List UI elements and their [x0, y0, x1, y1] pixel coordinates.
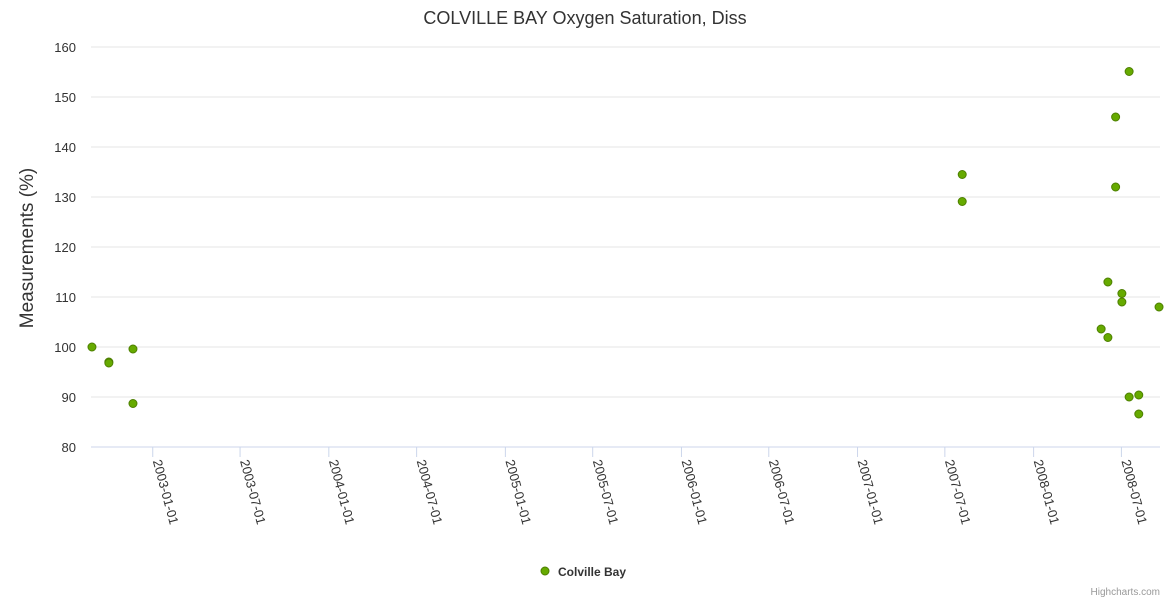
x-tick-label: 2007-07-01	[942, 458, 974, 526]
data-point[interactable]	[1103, 333, 1113, 342]
x-tick-label: 2006-07-01	[766, 458, 798, 526]
x-tick-label: 2003-07-01	[237, 458, 269, 526]
x-tick-label: 2008-01-01	[1031, 458, 1063, 526]
data-point[interactable]	[957, 197, 967, 206]
x-tick-label: 2007-01-01	[855, 458, 887, 526]
x-tick-label: 2003-01-01	[150, 458, 182, 526]
y-tick-label: 150	[54, 90, 76, 105]
data-point[interactable]	[87, 342, 97, 352]
y-axis-ticks: 80 90 100 110 120 130 140 150 160	[54, 40, 76, 455]
y-tick-label: 110	[55, 290, 76, 305]
data-point[interactable]	[1103, 277, 1113, 287]
y-tick-label: 80	[62, 440, 76, 455]
y-tick-label: 90	[62, 390, 76, 405]
credits-link[interactable]: Highcharts.com	[1091, 587, 1160, 598]
data-point[interactable]	[128, 399, 138, 408]
data-point[interactable]	[104, 358, 114, 368]
y-tick-label: 120	[54, 240, 76, 255]
legend-label[interactable]: Colville Bay	[558, 565, 626, 579]
x-tick-label: 2004-07-01	[414, 458, 446, 526]
data-point[interactable]	[1096, 324, 1106, 334]
x-tick-label: 2005-01-01	[502, 458, 534, 526]
data-points	[87, 67, 1164, 419]
y-tick-label: 160	[54, 40, 76, 55]
x-tick-label: 2004-01-01	[326, 458, 358, 526]
x-tick-label: 2005-07-01	[590, 458, 622, 526]
y-tick-label: 100	[54, 340, 76, 355]
y-axis-label: Measurements (%)	[17, 168, 38, 329]
legend[interactable]: Colville Bay	[540, 565, 626, 579]
x-tick-label: 2006-01-01	[679, 458, 711, 526]
chart-title: COLVILLE BAY Oxygen Saturation, Diss	[423, 8, 746, 28]
data-point[interactable]	[1117, 289, 1127, 298]
data-point[interactable]	[957, 170, 967, 179]
legend-marker	[540, 566, 550, 576]
data-point[interactable]	[128, 344, 138, 354]
data-point[interactable]	[1124, 67, 1134, 76]
data-point[interactable]	[1111, 112, 1121, 122]
data-point[interactable]	[1134, 409, 1144, 419]
x-axis: 2003-01-01 2003-07-01 2004-01-01 2004-07-01…	[150, 447, 1150, 526]
grid-lines	[91, 46, 1160, 448]
y-tick-label: 140	[54, 140, 76, 155]
data-point[interactable]	[1124, 392, 1134, 402]
y-tick-label: 130	[54, 190, 76, 205]
x-tick-label: 2008-07-01	[1119, 458, 1151, 526]
data-point[interactable]	[1111, 182, 1121, 192]
data-point[interactable]	[1134, 390, 1144, 400]
data-point[interactable]	[1117, 297, 1127, 307]
data-point[interactable]	[1154, 302, 1164, 312]
